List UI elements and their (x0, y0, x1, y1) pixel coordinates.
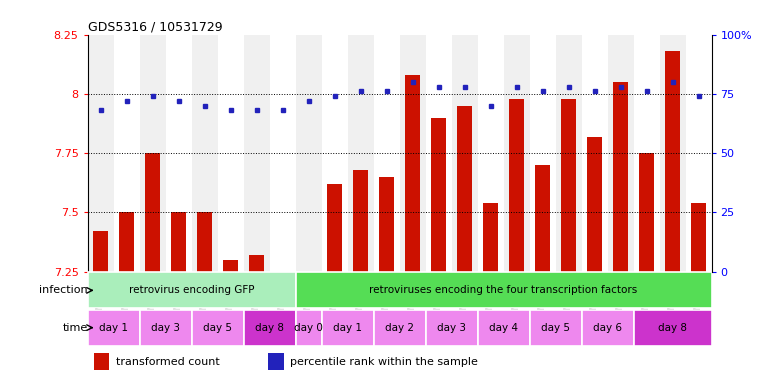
Bar (94, 232, 107, 272)
Text: day 1: day 1 (99, 323, 128, 333)
Bar (139, 310, 192, 346)
Bar (197, 212, 212, 272)
Text: retroviruses encoding the four transcription factors: retroviruses encoding the four transcrip… (369, 285, 638, 295)
Bar (478, 35, 504, 272)
Text: day 8: day 8 (658, 323, 687, 333)
Bar (431, 118, 446, 272)
Bar (250, 255, 263, 272)
Bar (639, 153, 654, 272)
Bar (581, 35, 607, 272)
Bar (562, 99, 575, 272)
Bar (380, 177, 393, 272)
Bar (536, 165, 549, 272)
Text: day 3: day 3 (437, 323, 466, 333)
Bar (665, 51, 680, 272)
Bar (322, 35, 348, 272)
Text: day 1: day 1 (333, 323, 362, 333)
Bar (374, 35, 400, 272)
Bar (295, 273, 712, 308)
Bar (192, 310, 244, 346)
Text: day 2: day 2 (385, 323, 414, 333)
Bar (451, 35, 478, 272)
Bar (660, 35, 686, 272)
Bar (483, 203, 498, 272)
Bar (322, 310, 374, 346)
Bar (145, 153, 160, 272)
Bar (166, 35, 192, 272)
Bar (88, 310, 139, 346)
Bar (504, 35, 530, 272)
Text: day 5: day 5 (541, 323, 570, 333)
Text: time: time (62, 323, 88, 333)
Text: day 4: day 4 (489, 323, 518, 333)
Bar (94, 353, 110, 370)
Bar (327, 184, 342, 272)
Bar (613, 82, 628, 272)
Bar (374, 310, 425, 346)
Bar (348, 35, 374, 272)
Text: day 8: day 8 (255, 323, 284, 333)
Text: infection: infection (39, 285, 88, 295)
Bar (244, 310, 295, 346)
Bar (88, 35, 113, 272)
Bar (425, 35, 451, 272)
Text: GDS5316 / 10531729: GDS5316 / 10531729 (88, 20, 222, 33)
Bar (686, 35, 712, 272)
Bar (244, 35, 269, 272)
Bar (607, 35, 634, 272)
Bar (581, 310, 633, 346)
Bar (218, 35, 244, 272)
Text: retrovirus encoding GFP: retrovirus encoding GFP (129, 285, 254, 295)
Bar (269, 35, 295, 272)
Bar (88, 273, 295, 308)
Text: transformed count: transformed count (116, 356, 219, 366)
Bar (478, 310, 530, 346)
Bar (587, 137, 602, 272)
Bar (295, 35, 322, 272)
Bar (406, 75, 419, 272)
Bar (633, 35, 660, 272)
Bar (530, 35, 556, 272)
Bar (353, 170, 368, 272)
Bar (113, 35, 139, 272)
Bar (139, 35, 166, 272)
Text: day 6: day 6 (593, 323, 622, 333)
Bar (556, 35, 581, 272)
Bar (633, 310, 712, 346)
Bar (171, 212, 186, 272)
Bar (509, 99, 524, 272)
Text: day 5: day 5 (203, 323, 232, 333)
Bar (224, 260, 237, 272)
Bar (692, 203, 705, 272)
Bar (457, 106, 472, 272)
Text: day 0: day 0 (294, 323, 323, 333)
Bar (192, 35, 218, 272)
Bar (530, 310, 581, 346)
Text: percentile rank within the sample: percentile rank within the sample (291, 356, 478, 366)
Bar (269, 353, 284, 370)
Bar (119, 212, 134, 272)
Bar (425, 310, 478, 346)
Bar (400, 35, 425, 272)
Text: day 3: day 3 (151, 323, 180, 333)
Bar (295, 310, 322, 346)
